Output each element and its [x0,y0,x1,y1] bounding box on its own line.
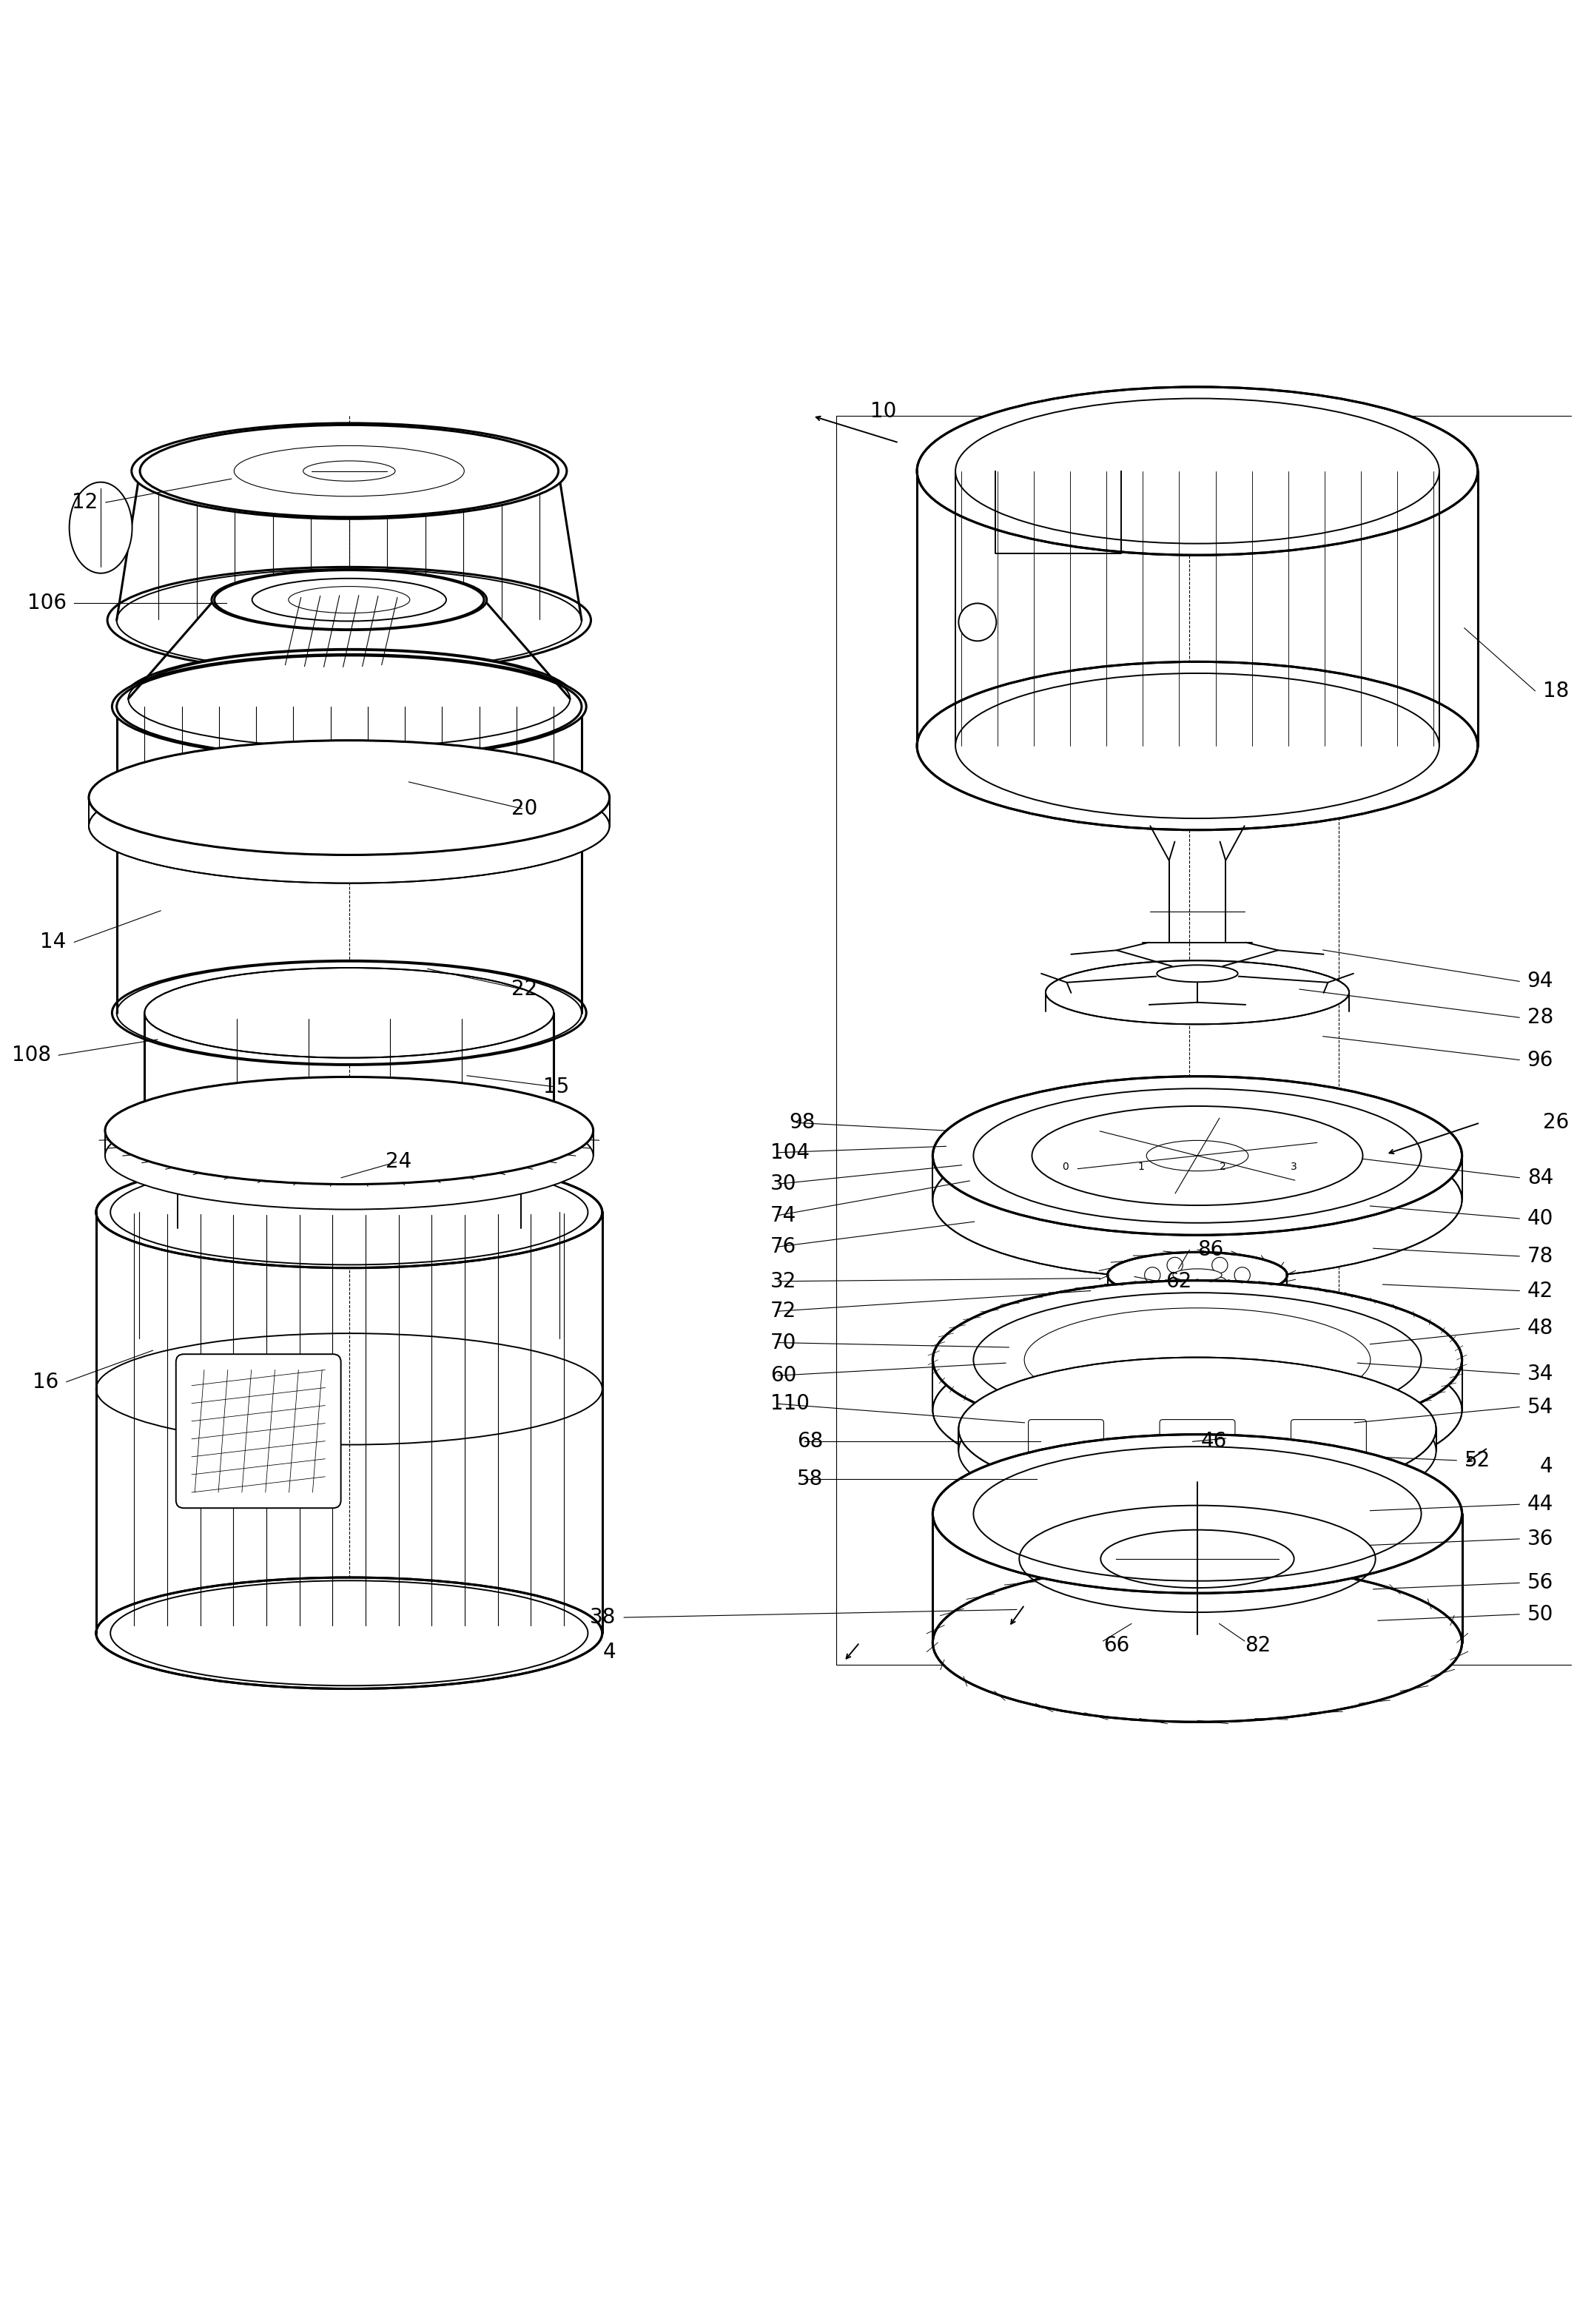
Ellipse shape [932,1564,1462,1722]
Text: 48: 48 [1527,1318,1553,1339]
Text: 62: 62 [1165,1271,1192,1292]
Ellipse shape [112,655,587,758]
Text: 18: 18 [1542,681,1569,702]
Circle shape [1167,1257,1183,1274]
Text: 0: 0 [1061,1162,1068,1171]
Text: 2: 2 [1219,1162,1225,1171]
FancyBboxPatch shape [177,1355,341,1508]
Text: 82: 82 [1244,1636,1271,1657]
Ellipse shape [131,423,566,518]
Text: 1: 1 [1139,1162,1145,1171]
Text: 20: 20 [511,797,538,818]
Text: 12: 12 [71,493,98,514]
Text: 54: 54 [1527,1397,1553,1418]
Text: 78: 78 [1527,1246,1553,1267]
Ellipse shape [959,1380,1437,1522]
Ellipse shape [1046,960,1348,1025]
Text: 28: 28 [1527,1006,1553,1027]
Text: 14: 14 [41,932,66,953]
Ellipse shape [88,769,610,883]
Ellipse shape [145,967,554,1057]
Ellipse shape [1107,1271,1287,1318]
Text: 58: 58 [796,1469,823,1490]
Text: 94: 94 [1527,971,1553,992]
Ellipse shape [107,567,591,674]
Text: 76: 76 [770,1236,796,1257]
Ellipse shape [932,1434,1462,1594]
Text: 56: 56 [1527,1573,1553,1594]
Text: 66: 66 [1102,1636,1129,1657]
Text: 36: 36 [1527,1529,1553,1550]
Text: 40: 40 [1527,1208,1553,1229]
FancyBboxPatch shape [1292,1420,1366,1457]
Text: 46: 46 [1200,1432,1227,1452]
Text: 24: 24 [386,1153,412,1171]
Text: 98: 98 [788,1113,815,1134]
Text: 104: 104 [770,1141,809,1162]
Text: 52: 52 [1465,1450,1490,1471]
Text: 4: 4 [1539,1457,1553,1478]
Text: 70: 70 [770,1332,796,1353]
Circle shape [1235,1267,1251,1283]
Text: 3: 3 [1292,1162,1298,1171]
Circle shape [959,604,997,641]
FancyBboxPatch shape [1028,1420,1104,1457]
Ellipse shape [106,1076,593,1185]
Circle shape [1213,1278,1227,1292]
Text: 16: 16 [33,1371,58,1392]
Ellipse shape [96,1578,602,1690]
Ellipse shape [125,648,574,748]
Ellipse shape [140,1085,558,1176]
Circle shape [1167,1278,1183,1292]
Text: 50: 50 [1527,1604,1553,1624]
Ellipse shape [88,741,610,855]
Text: 68: 68 [796,1432,823,1452]
Text: 26: 26 [1542,1113,1569,1134]
Text: 108: 108 [11,1046,50,1067]
Ellipse shape [932,1120,1462,1278]
Ellipse shape [106,1102,593,1208]
Text: 44: 44 [1527,1494,1553,1515]
Text: 74: 74 [770,1206,796,1225]
Text: 22: 22 [511,978,538,999]
Text: 10: 10 [871,402,897,421]
Text: 60: 60 [770,1364,796,1385]
Circle shape [1145,1267,1161,1283]
Text: 106: 106 [27,593,66,614]
Text: 34: 34 [1527,1364,1553,1385]
Text: 86: 86 [1197,1239,1224,1260]
Text: 4: 4 [602,1641,617,1662]
Ellipse shape [959,1357,1437,1501]
Text: 110: 110 [770,1394,809,1415]
Ellipse shape [916,662,1478,830]
Text: 32: 32 [770,1271,796,1292]
Ellipse shape [69,481,132,574]
FancyBboxPatch shape [1159,1420,1235,1457]
Circle shape [1213,1257,1227,1274]
Text: 30: 30 [770,1174,796,1195]
Text: 38: 38 [590,1608,617,1627]
Text: 96: 96 [1527,1050,1553,1071]
Text: 72: 72 [770,1301,796,1322]
Text: 42: 42 [1527,1281,1553,1301]
Ellipse shape [932,1332,1462,1490]
Text: 15: 15 [542,1076,569,1097]
Ellipse shape [96,1157,602,1269]
Ellipse shape [1173,1269,1222,1281]
Ellipse shape [1107,1253,1287,1299]
Ellipse shape [1158,964,1238,983]
Ellipse shape [932,1076,1462,1234]
Text: 8: 8 [1143,1367,1150,1376]
Ellipse shape [112,960,587,1064]
Text: 84: 84 [1527,1167,1553,1188]
Ellipse shape [916,386,1478,555]
Ellipse shape [211,569,487,630]
Ellipse shape [932,1281,1462,1439]
